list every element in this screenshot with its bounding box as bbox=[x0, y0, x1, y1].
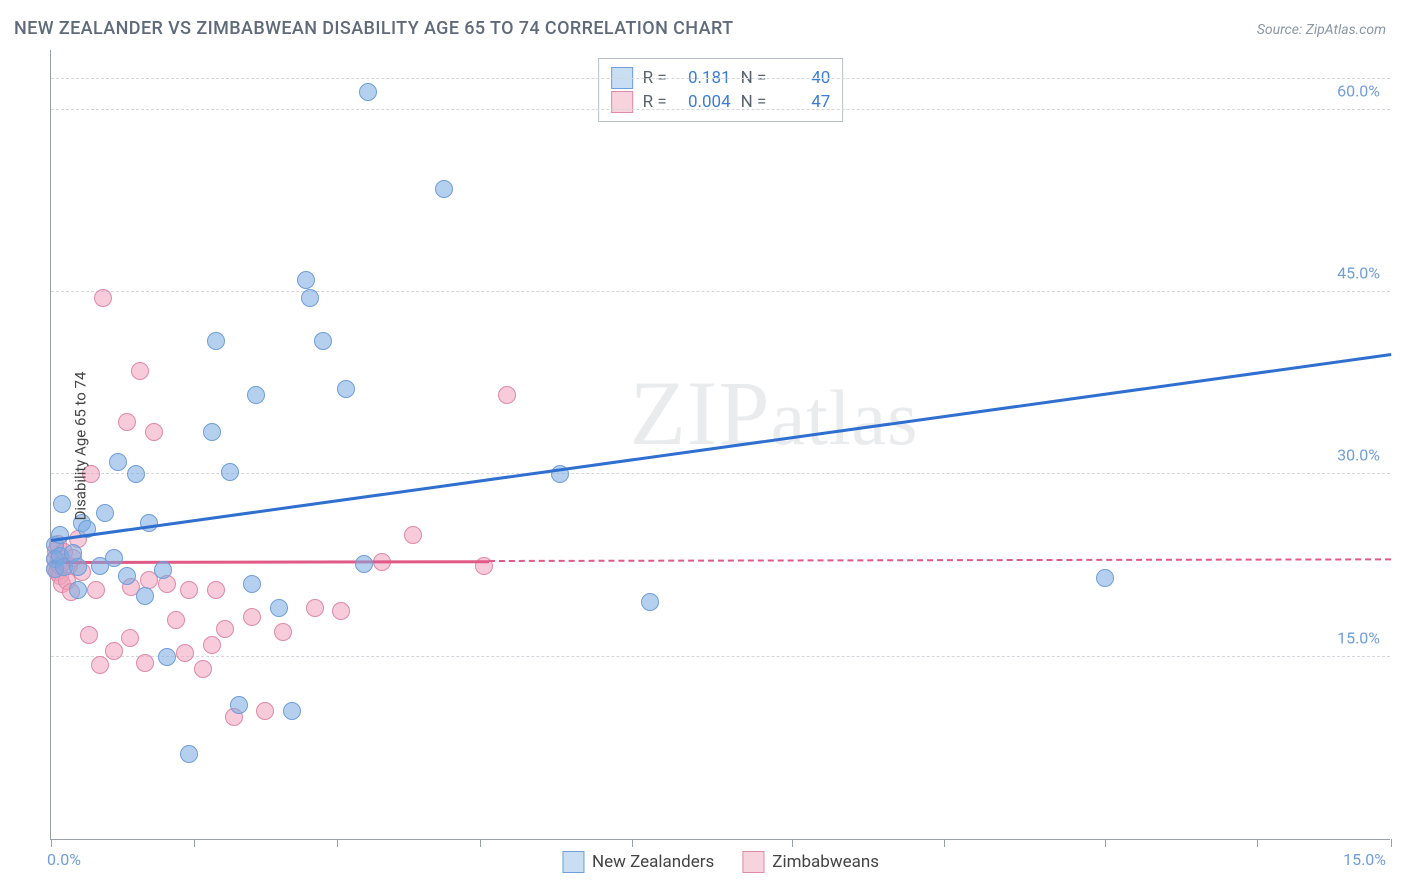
data-point bbox=[283, 702, 301, 720]
data-point bbox=[306, 599, 324, 617]
data-point bbox=[91, 656, 109, 674]
data-point bbox=[131, 362, 149, 380]
data-point bbox=[87, 581, 105, 599]
data-point bbox=[247, 386, 265, 404]
data-point bbox=[230, 696, 248, 714]
data-point bbox=[207, 581, 225, 599]
legend-label-nz: New Zealanders bbox=[592, 852, 714, 872]
data-point bbox=[53, 495, 71, 513]
gridline bbox=[51, 473, 1390, 474]
data-point bbox=[105, 549, 123, 567]
y-axis-label: Disability Age 65 to 74 bbox=[71, 372, 89, 521]
chart-title: NEW ZEALANDER VS ZIMBABWEAN DISABILITY A… bbox=[14, 18, 733, 39]
data-point bbox=[641, 593, 659, 611]
data-point bbox=[145, 423, 163, 441]
data-point bbox=[297, 271, 315, 289]
data-point bbox=[337, 380, 355, 398]
y-tick-label: 15.0% bbox=[1337, 628, 1380, 647]
data-point bbox=[404, 526, 422, 544]
data-point bbox=[180, 745, 198, 763]
x-tick bbox=[337, 839, 338, 847]
data-point bbox=[167, 611, 185, 629]
data-point bbox=[154, 561, 172, 579]
data-point bbox=[498, 386, 516, 404]
source-name: ZipAtlas.com bbox=[1306, 22, 1386, 38]
data-point bbox=[301, 289, 319, 307]
x-tick bbox=[944, 839, 945, 847]
data-point bbox=[127, 465, 145, 483]
data-point bbox=[314, 332, 332, 350]
x-axis-max-label: 15.0% bbox=[1343, 850, 1386, 869]
legend-swatch-zw bbox=[742, 851, 764, 873]
data-point bbox=[140, 514, 158, 532]
y-tick-label: 30.0% bbox=[1337, 446, 1380, 465]
data-point bbox=[109, 453, 127, 471]
data-point bbox=[51, 526, 69, 544]
x-tick bbox=[1391, 839, 1392, 847]
legend-series: New Zealanders Zimbabweans bbox=[562, 851, 879, 873]
x-tick bbox=[792, 839, 793, 847]
gridline bbox=[51, 78, 1390, 79]
legend-swatch-nz bbox=[562, 851, 584, 873]
data-point bbox=[243, 575, 261, 593]
data-point bbox=[194, 660, 212, 678]
x-tick bbox=[51, 839, 52, 847]
legend-label-zw: Zimbabweans bbox=[772, 852, 879, 872]
data-point bbox=[121, 629, 139, 647]
data-point bbox=[435, 180, 453, 198]
x-tick bbox=[480, 839, 481, 847]
data-point bbox=[136, 654, 154, 672]
x-axis-min-label: 0.0% bbox=[47, 850, 81, 869]
y-tick-label: 60.0% bbox=[1337, 81, 1380, 100]
y-tick-label: 45.0% bbox=[1337, 264, 1380, 283]
gridline bbox=[51, 109, 1390, 110]
correlation-chart: NEW ZEALANDER VS ZIMBABWEAN DISABILITY A… bbox=[0, 0, 1406, 892]
data-point bbox=[203, 636, 221, 654]
gridline bbox=[51, 291, 1390, 292]
legend-correlation: R = 0.181 N = 40 R = 0.004 N = 47 bbox=[598, 58, 844, 122]
data-point bbox=[243, 608, 261, 626]
source-attribution: Source: ZipAtlas.com bbox=[1257, 22, 1386, 38]
data-point bbox=[176, 644, 194, 662]
x-tick bbox=[1105, 839, 1106, 847]
watermark-text: ZIPatlas bbox=[630, 360, 919, 466]
x-tick bbox=[194, 839, 195, 847]
data-point bbox=[118, 567, 136, 585]
data-point bbox=[270, 599, 288, 617]
data-point bbox=[94, 289, 112, 307]
data-point bbox=[207, 332, 225, 350]
trend-line bbox=[489, 559, 1391, 563]
data-point bbox=[359, 83, 377, 101]
data-point bbox=[216, 620, 234, 638]
x-tick bbox=[1257, 839, 1258, 847]
x-tick bbox=[632, 839, 633, 847]
data-point bbox=[274, 623, 292, 641]
data-point bbox=[256, 702, 274, 720]
data-point bbox=[118, 413, 136, 431]
data-point bbox=[105, 642, 123, 660]
gridline bbox=[51, 656, 1390, 657]
trend-line bbox=[51, 353, 1391, 541]
data-point bbox=[355, 555, 373, 573]
data-point bbox=[203, 423, 221, 441]
data-point bbox=[1096, 569, 1114, 587]
data-point bbox=[96, 504, 114, 522]
data-point bbox=[158, 648, 176, 666]
source-label: Source: bbox=[1257, 22, 1302, 38]
plot-area: ZIPatlas R = 0.181 N = 40 R = 0.004 N = … bbox=[50, 50, 1390, 840]
data-point bbox=[332, 602, 350, 620]
data-point bbox=[221, 463, 239, 481]
data-point bbox=[69, 581, 87, 599]
data-point bbox=[136, 587, 154, 605]
data-point bbox=[80, 626, 98, 644]
data-point bbox=[69, 558, 87, 576]
data-point bbox=[180, 581, 198, 599]
